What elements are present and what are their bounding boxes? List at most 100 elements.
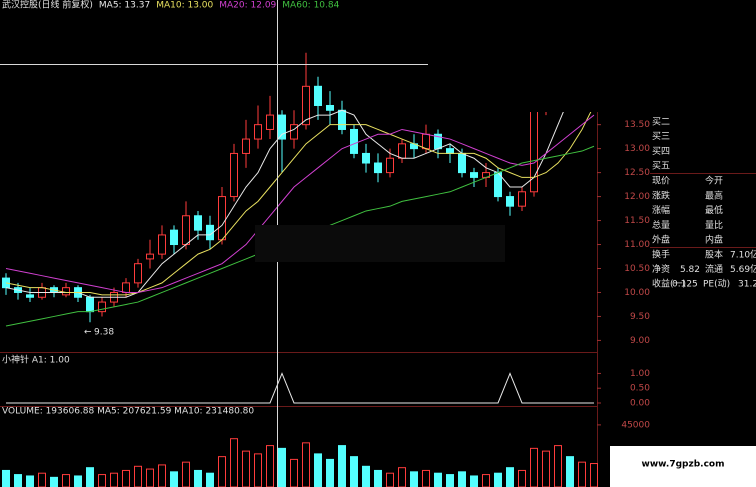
y-tick-label: 12.50 [624, 168, 650, 178]
ma-line [5, 105, 595, 296]
quote-cell: 换手 [652, 249, 670, 261]
order-label: 买三 [652, 131, 670, 142]
candle-body [230, 152, 238, 198]
volume-bar [422, 469, 430, 487]
legend-entry: MA60: 10.84 [282, 1, 339, 11]
candle-body [398, 143, 406, 159]
volume-bar [350, 456, 358, 487]
quote-cell: 流通 [705, 263, 723, 275]
volume-bar [194, 469, 202, 487]
volume-bar [206, 472, 214, 487]
volume-bar [290, 458, 298, 487]
chart-title: 武汉控股(日线 前复权) [2, 0, 93, 11]
volume-bar [374, 469, 382, 487]
volume-bar [218, 456, 226, 487]
quote-cell: 现价 [652, 176, 670, 187]
quote-cell: 量比 [705, 219, 723, 231]
candle-body [134, 263, 142, 284]
quote-cell: 最高 [705, 189, 723, 201]
volume-bar [134, 465, 142, 487]
candle-body [446, 148, 454, 154]
candle-body [26, 294, 34, 298]
quote-cell: 收益(一) [652, 278, 686, 290]
y-tick-label: 10.00 [624, 288, 650, 298]
candle-body [218, 196, 226, 241]
candle-body [266, 114, 274, 130]
redaction-box [255, 225, 505, 262]
watermark: www.7gpzb.com [642, 460, 725, 470]
candle-body [350, 128, 358, 154]
candle-body [86, 296, 94, 313]
volume-bar [506, 467, 514, 487]
chart-title: 小神针 A1: 1.00 [2, 354, 70, 366]
candle-body [302, 85, 310, 126]
volume-bar [434, 472, 442, 487]
volume-bar [590, 463, 598, 487]
volume-bar [182, 461, 190, 487]
quote-cell: 最低 [705, 204, 723, 216]
legend-entry: MA5: 13.37 [99, 1, 150, 11]
indicator-line [6, 372, 594, 404]
candle-body [314, 85, 322, 106]
legend-entry: MA20: 12.09 [219, 1, 276, 11]
volume-bar [266, 445, 274, 487]
volume-bar [554, 445, 562, 487]
quote-panel-bg [650, 112, 756, 292]
order-label: 买二 [652, 117, 670, 128]
quote-cell: 今开 [705, 175, 723, 187]
quote-cell: 5.82 [680, 265, 700, 275]
y-tick-label: 11.00 [624, 240, 650, 250]
y-tick-label: 12.00 [624, 192, 650, 202]
ma-line [5, 42, 595, 298]
y-tick-label: 13.00 [624, 144, 650, 154]
volume-bar [386, 472, 394, 487]
redaction-box [428, 0, 756, 112]
quote-cell: 内盘 [705, 234, 723, 246]
candle-body [170, 229, 178, 246]
volume-bar [398, 467, 406, 487]
candle-body [518, 191, 526, 207]
volume-bar [242, 450, 250, 487]
quote-cell: 外盘 [652, 234, 670, 246]
quote-cell: PE(动) [703, 279, 730, 290]
volume-bar [566, 456, 574, 487]
volume-bar [38, 472, 46, 487]
quote-cell: 涨跌 [652, 190, 670, 201]
volume-bar [230, 438, 238, 487]
quote-cell: 股本 [705, 249, 723, 261]
candle-body [338, 109, 346, 130]
candle-body [122, 282, 130, 293]
candle-body [242, 138, 250, 154]
volume-bar [158, 464, 166, 487]
volume-bar [50, 476, 58, 487]
chart-title: VOLUME: 193606.88 MA5: 207621.59 MA10: 2… [2, 407, 254, 417]
y-tick-label: 11.50 [624, 216, 650, 226]
candle-body [98, 301, 106, 313]
quote-cell: 0.125 [672, 280, 698, 290]
volume-bar [482, 474, 490, 487]
volume-bar [410, 471, 418, 487]
candle-body [374, 162, 382, 174]
candle-body [470, 172, 478, 178]
volume-bar [530, 447, 538, 487]
volume-bar [170, 471, 178, 487]
quote-cell: 5.69亿 [730, 263, 756, 275]
candle-body [62, 287, 70, 296]
quote-cell: 净资 [652, 263, 670, 275]
candle-body [290, 124, 298, 140]
volume-bar [458, 471, 466, 487]
candle-body [326, 104, 334, 111]
volume-bar [518, 469, 526, 487]
volume-bar [74, 475, 82, 487]
y-tick-label: 0.50 [630, 384, 650, 394]
candle-body [254, 124, 262, 140]
candle-body [158, 234, 166, 255]
volume-bar [122, 469, 130, 487]
candle-body [146, 253, 154, 260]
volume-bar [254, 453, 262, 487]
volume-bar [362, 465, 370, 487]
volume-bar [26, 475, 34, 487]
quote-cell: 总量 [652, 219, 670, 231]
